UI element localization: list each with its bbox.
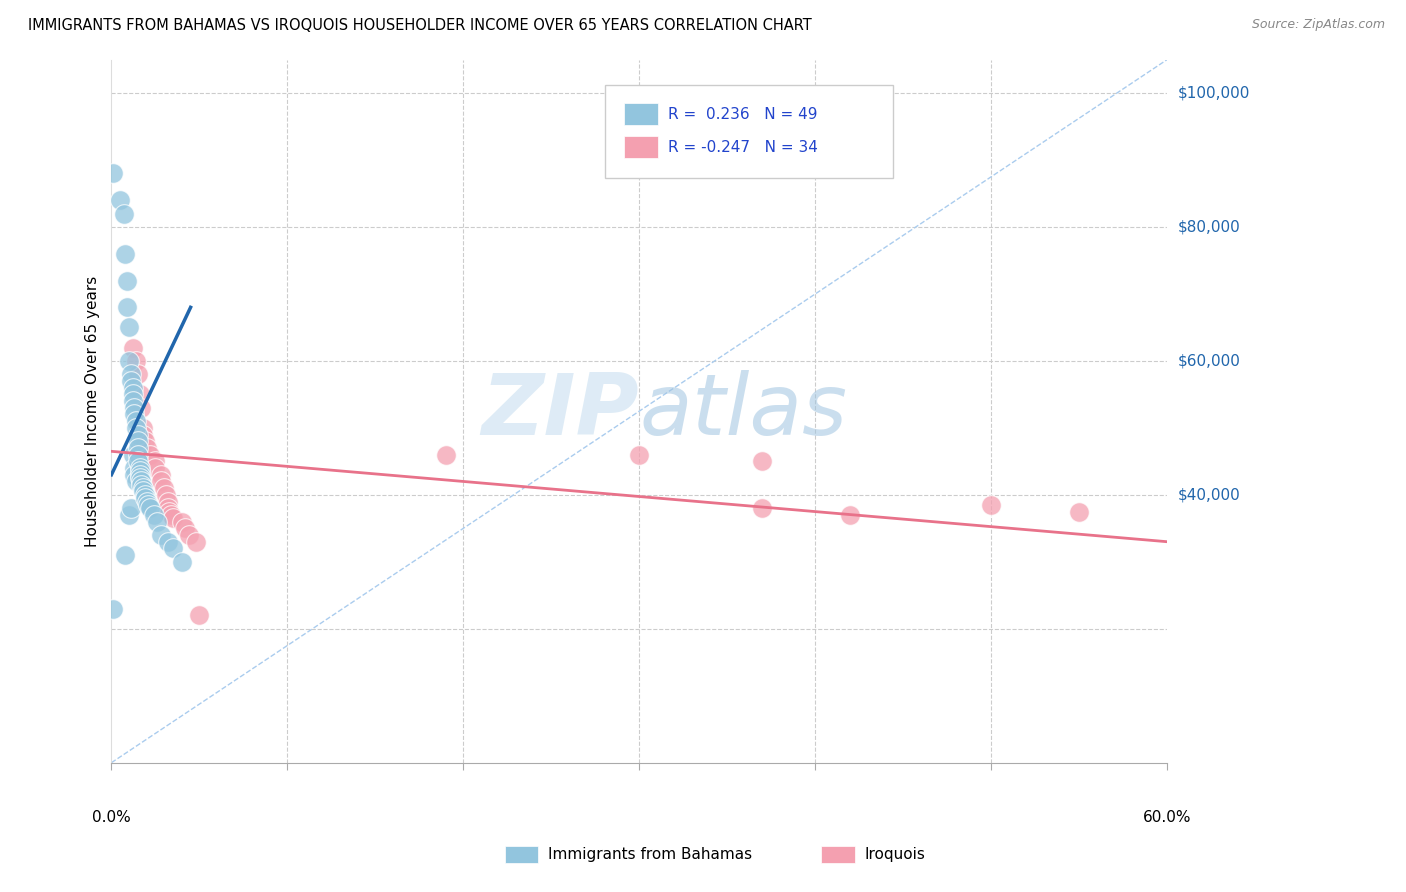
Text: Source: ZipAtlas.com: Source: ZipAtlas.com (1251, 18, 1385, 31)
Point (120, 368, 142, 382)
Point (118, 354, 141, 368)
Point (132, 484, 155, 499)
Point (149, 475, 172, 489)
Point (112, 206, 135, 220)
Point (121, 448, 143, 462)
Point (128, 387, 150, 401)
Point (138, 498, 160, 512)
Text: atlas: atlas (640, 369, 848, 452)
Point (159, 505, 181, 519)
Text: R = -0.247   N = 34: R = -0.247 N = 34 (668, 140, 818, 154)
Point (118, 320, 141, 334)
Point (184, 534, 207, 549)
Point (751, 454, 773, 468)
Point (135, 494, 157, 508)
Point (153, 481, 176, 495)
Point (124, 401, 146, 415)
Point (108, 193, 131, 207)
Point (114, 247, 136, 261)
Point (131, 441, 153, 455)
Point (117, 301, 139, 315)
Text: Immigrants from Bahamas: Immigrants from Bahamas (548, 847, 752, 862)
Point (839, 508, 862, 522)
Y-axis label: Householder Income Over 65 years: Householder Income Over 65 years (86, 276, 100, 547)
Point (160, 508, 183, 522)
Point (124, 461, 146, 475)
Point (139, 448, 162, 462)
Text: R =  0.236   N = 49: R = 0.236 N = 49 (668, 107, 817, 121)
Point (132, 481, 155, 495)
Text: 60.0%: 60.0% (1143, 810, 1191, 824)
Point (156, 534, 179, 549)
Point (139, 501, 162, 516)
Point (125, 354, 148, 368)
Point (101, 601, 124, 615)
Text: 0.0%: 0.0% (91, 810, 131, 824)
Point (131, 478, 153, 492)
Point (128, 461, 150, 475)
Point (149, 467, 172, 482)
Point (101, 166, 124, 180)
Point (120, 374, 142, 388)
Point (170, 555, 193, 569)
Point (145, 461, 167, 475)
Point (177, 528, 200, 542)
Point (132, 427, 155, 442)
Point (124, 467, 146, 482)
Text: $60,000: $60,000 (1178, 353, 1240, 368)
Point (127, 441, 149, 455)
Point (118, 508, 141, 522)
Point (127, 448, 149, 462)
Point (128, 464, 150, 478)
Point (125, 414, 148, 428)
Point (170, 515, 193, 529)
Point (121, 341, 143, 355)
Point (174, 521, 197, 535)
Point (120, 501, 142, 516)
Point (128, 471, 150, 485)
Point (132, 421, 155, 435)
Point (131, 475, 153, 489)
Point (142, 508, 165, 522)
Point (127, 427, 149, 442)
Point (117, 274, 139, 288)
Point (145, 454, 167, 468)
Point (751, 501, 773, 516)
Point (1069, 505, 1091, 519)
Point (131, 401, 153, 415)
Point (149, 528, 172, 542)
Point (125, 475, 148, 489)
Point (121, 381, 143, 395)
Point (124, 408, 146, 422)
Point (155, 488, 177, 502)
Text: IMMIGRANTS FROM BAHAMAS VS IROQUOIS HOUSEHOLDER INCOME OVER 65 YEARS CORRELATION: IMMIGRANTS FROM BAHAMAS VS IROQUOIS HOUS… (28, 18, 811, 33)
Point (121, 394, 143, 409)
Point (162, 541, 184, 556)
Point (156, 494, 179, 508)
Point (121, 387, 143, 401)
Text: $80,000: $80,000 (1178, 219, 1240, 235)
Point (434, 448, 457, 462)
Point (114, 548, 136, 562)
Point (125, 421, 148, 435)
Point (156, 501, 179, 516)
Point (135, 441, 157, 455)
Point (127, 368, 149, 382)
Text: ZIP: ZIP (482, 369, 640, 452)
Text: Iroquois: Iroquois (865, 847, 925, 862)
Point (128, 467, 150, 482)
Text: $100,000: $100,000 (1178, 86, 1250, 101)
Text: $40,000: $40,000 (1178, 487, 1240, 502)
Point (162, 511, 184, 525)
Point (134, 491, 156, 506)
Point (188, 608, 211, 623)
Point (127, 454, 149, 468)
Point (628, 448, 651, 462)
Point (980, 498, 1002, 512)
Point (146, 515, 169, 529)
Point (134, 488, 156, 502)
Point (127, 434, 149, 449)
Point (134, 434, 156, 449)
